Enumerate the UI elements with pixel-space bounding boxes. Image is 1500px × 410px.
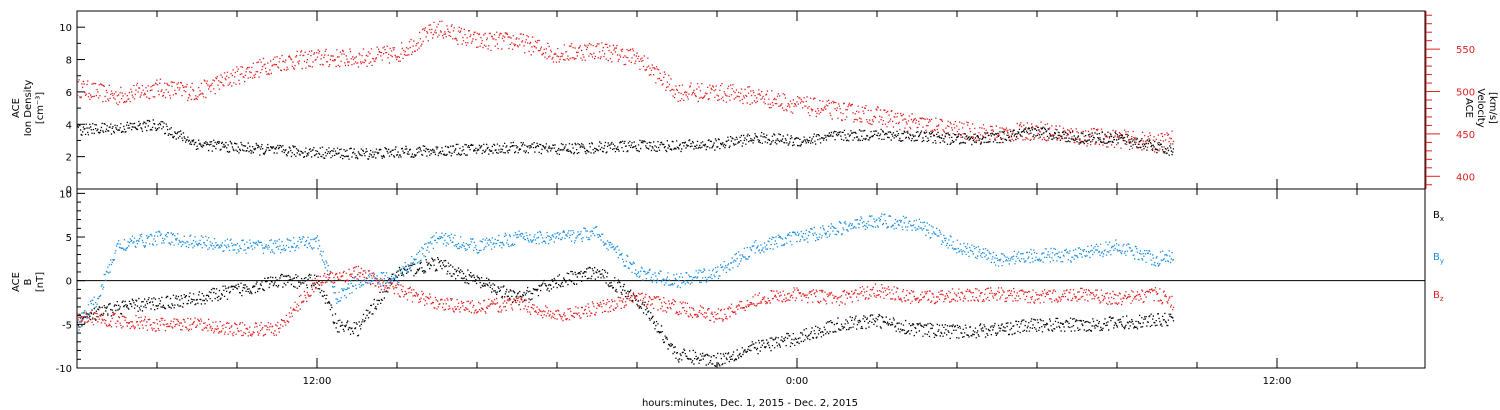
density-points (77, 119, 1175, 160)
x-axis-title: hours:minutes, Dec. 1, 2015 - Dec. 2, 20… (642, 398, 858, 409)
bz-points (77, 265, 1175, 337)
top-left-tick-label: 6 (66, 88, 72, 99)
top-right-ylabel-line2: Velocity (1475, 88, 1486, 127)
top-right-tick-label: 400 (1456, 172, 1475, 183)
top-right-ylabel-line1: ACE (1463, 98, 1474, 118)
density-velocity-labels: ACE Ion Density [cm⁻³] ACE Velocity [km/… (11, 80, 1498, 137)
bottom-left-tick-label: 5 (66, 233, 72, 244)
bottom-left-tick-label: -5 (62, 320, 72, 331)
bottom-ylabel-line3: [nT] (35, 272, 46, 292)
density-velocity-panel: 0 2 4 6 8 10 400 450 500 550 (59, 10, 1475, 196)
bottom-ylabel-line2: B (23, 278, 34, 285)
bottom-panel-frame (76, 188, 1426, 369)
magnetic-field-labels: ACE B [nT] (11, 272, 46, 292)
top-panel-frame (76, 10, 1426, 190)
top-left-tick-label: 8 (66, 56, 72, 67)
x-tick-label: 12:00 (303, 376, 332, 387)
field-component-legend: Bx By Bz (1433, 210, 1444, 303)
magnetic-field-panel: -10 -5 0 5 10 (56, 188, 1426, 375)
top-right-ylabel-line3: [km/s] (1487, 92, 1498, 124)
top-left-ylabel-line3: [cm⁻³] (35, 92, 46, 124)
top-left-ylabel-line1: ACE (11, 98, 22, 118)
top-left-tick-label: 4 (66, 120, 72, 131)
top-left-tick-label: 0 (66, 185, 72, 196)
bottom-left-tick-label: -10 (56, 364, 72, 375)
bx-points (77, 257, 1175, 367)
by-points (77, 213, 1175, 333)
top-left-ylabel-line2: Ion Density (23, 80, 34, 137)
legend-bz: Bz (1433, 290, 1444, 303)
x-tick-label: 0:00 (786, 376, 808, 387)
velocity-points (77, 20, 1175, 153)
top-left-tick-label: 2 (66, 153, 72, 164)
top-right-tick-label: 500 (1456, 88, 1475, 99)
legend-bx: Bx (1433, 210, 1444, 223)
x-tick-label: 12:00 (1263, 376, 1292, 387)
legend-by: By (1433, 252, 1444, 265)
bottom-ylabel-line1: ACE (11, 272, 22, 292)
time-axis: hours:minutes, Dec. 1, 2015 - Dec. 2, 20… (156, 11, 1358, 409)
top-left-tick-label: 10 (59, 23, 72, 34)
top-right-tick-label: 550 (1456, 45, 1475, 56)
bottom-left-tick-label: 0 (66, 277, 72, 288)
bottom-left-tick-label: 10 (59, 189, 72, 200)
top-right-tick-label: 450 (1456, 130, 1475, 141)
